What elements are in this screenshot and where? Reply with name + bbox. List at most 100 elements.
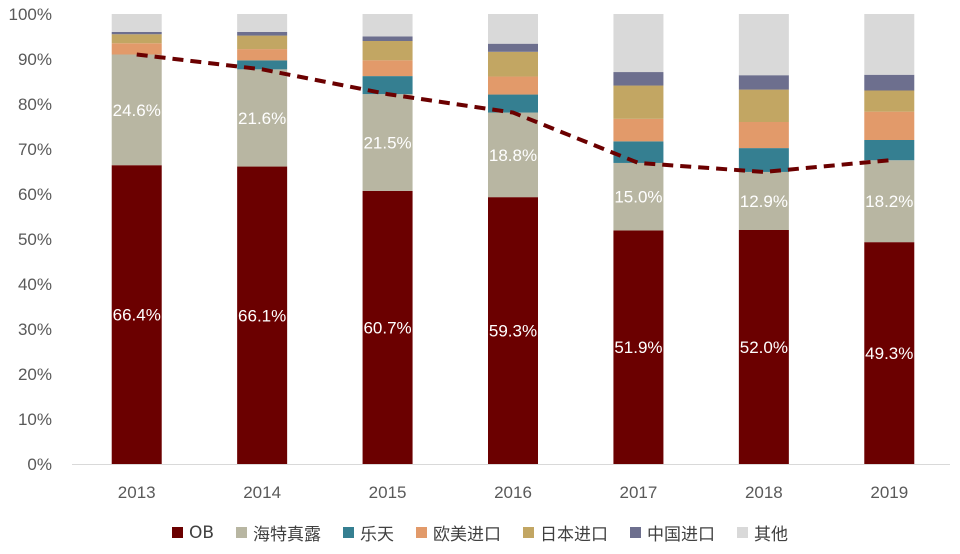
- bar-segment: [362, 190, 413, 464]
- bar-segment: [488, 51, 538, 77]
- x-tick-label: 2016: [494, 483, 532, 502]
- bar-segment: [613, 85, 664, 119]
- x-tick-label: 2013: [118, 483, 156, 502]
- bar-segment: [111, 34, 162, 44]
- y-tick-label: 0%: [27, 455, 52, 474]
- legend-label: 乐天: [360, 525, 395, 545]
- y-tick-label: 70%: [18, 140, 52, 159]
- bar-segment: [613, 141, 664, 163]
- legend-swatch: [630, 527, 642, 538]
- bar-segment: [864, 14, 915, 75]
- x-tick-label: 2019: [870, 483, 908, 502]
- bar-segment: [488, 14, 538, 44]
- data-label: 18.2%: [865, 192, 913, 211]
- trend-dashed-line: [136, 52, 890, 174]
- bar-segment: [738, 89, 789, 122]
- legend-swatch: [523, 527, 535, 538]
- y-tick-label: 80%: [18, 95, 52, 114]
- bar-segment: [864, 74, 915, 91]
- bar-segment: [488, 76, 538, 95]
- bar-segment: [738, 148, 789, 172]
- y-tick-label: 60%: [18, 185, 52, 204]
- bar-segment: [488, 94, 538, 113]
- data-label: 18.8%: [489, 146, 537, 165]
- bar-segment: [613, 230, 664, 464]
- legend-item: 日本进口: [523, 520, 608, 545]
- bar-segment: [362, 94, 413, 191]
- bar-segment: [613, 118, 664, 142]
- legend-item: 乐天: [343, 520, 394, 545]
- bar-segment: [864, 90, 915, 112]
- data-label: 15.0%: [614, 188, 662, 207]
- legend-swatch: [171, 527, 183, 538]
- bar-segment: [362, 14, 413, 37]
- bar-segment: [738, 75, 789, 90]
- data-label: 12.9%: [740, 192, 788, 211]
- y-tick-label: 90%: [18, 50, 52, 69]
- bar-segment: [237, 166, 288, 465]
- bar-segment: [488, 112, 538, 198]
- bar-segment: [488, 43, 538, 52]
- bar-segment: [237, 35, 288, 50]
- data-label: 66.4%: [113, 306, 161, 325]
- legend-item: 其他: [737, 520, 788, 545]
- x-axis: 2013 2014 2015 2016 2017 2018 2019: [72, 464, 950, 502]
- bar-segment: [111, 165, 162, 464]
- bar-segment: [111, 54, 162, 166]
- bar-segment: [613, 162, 664, 231]
- legend-swatch: [236, 527, 248, 538]
- bar-segment: [488, 197, 538, 464]
- stacked-bar-chart: 0%10%20%30%40%50%60%70%80%90%100% 2013 20…: [9, 5, 950, 502]
- bar-segment: [738, 171, 789, 230]
- bar-segment: [864, 111, 915, 140]
- legend-item: 海特真露: [236, 520, 321, 545]
- data-label: 24.6%: [113, 101, 161, 120]
- bar-segment: [738, 230, 789, 464]
- bar-segment: [362, 36, 413, 41]
- y-tick-label: 100%: [9, 5, 52, 24]
- bar-segment: [237, 69, 288, 167]
- legend-label: 中国进口: [647, 525, 716, 545]
- data-label: 21.5%: [363, 133, 411, 152]
- y-tick-label: 30%: [18, 320, 52, 339]
- x-tick-label: 2015: [369, 483, 407, 502]
- x-tick-label: 2017: [620, 483, 658, 502]
- data-label: 59.3%: [489, 322, 537, 341]
- legend-swatch: [343, 527, 355, 538]
- y-tick-label: 50%: [18, 230, 52, 249]
- legend-label: 欧美进口: [433, 525, 502, 545]
- x-tick-label: 2018: [745, 483, 783, 502]
- data-label: 49.3%: [865, 344, 913, 363]
- y-axis: 0% 10% 20% 30% 40% 50% 60% 70% 80% 90% 100%: [9, 5, 52, 474]
- bars: [111, 14, 915, 465]
- y-tick-label: 40%: [18, 275, 52, 294]
- bar-segment: [111, 32, 162, 35]
- x-tick-label: 2014: [243, 483, 281, 502]
- y-tick-label: 20%: [18, 365, 52, 384]
- legend-swatch: [737, 527, 749, 538]
- data-label: 66.1%: [238, 306, 286, 325]
- legend-label: 海特真露: [253, 525, 322, 545]
- bar-segment: [237, 49, 288, 61]
- bar-segment: [362, 41, 413, 61]
- bar-segment: [237, 60, 288, 70]
- data-label: 60.7%: [363, 318, 411, 337]
- data-label: 21.6%: [238, 109, 286, 128]
- legend-label: OB: [188, 522, 215, 543]
- bar-segment: [613, 72, 664, 86]
- bar-segment: [864, 242, 915, 464]
- bar-segment: [111, 14, 162, 32]
- bar-segment: [864, 140, 915, 161]
- legend: OB 海特真露 乐天 欧美进口 日本进口 中国进口 其他: [0, 520, 960, 545]
- bar-segment: [738, 122, 789, 149]
- bar-segment: [613, 14, 664, 73]
- legend-label: 日本进口: [540, 525, 609, 545]
- legend-label: 其他: [754, 525, 789, 545]
- legend-swatch: [416, 527, 428, 538]
- data-label: 52.0%: [740, 338, 788, 357]
- data-label: 51.9%: [614, 338, 662, 357]
- bar-segment: [237, 14, 288, 32]
- bar-segment: [738, 14, 789, 76]
- bar-segment: [237, 32, 288, 36]
- bar-segment: [864, 160, 915, 243]
